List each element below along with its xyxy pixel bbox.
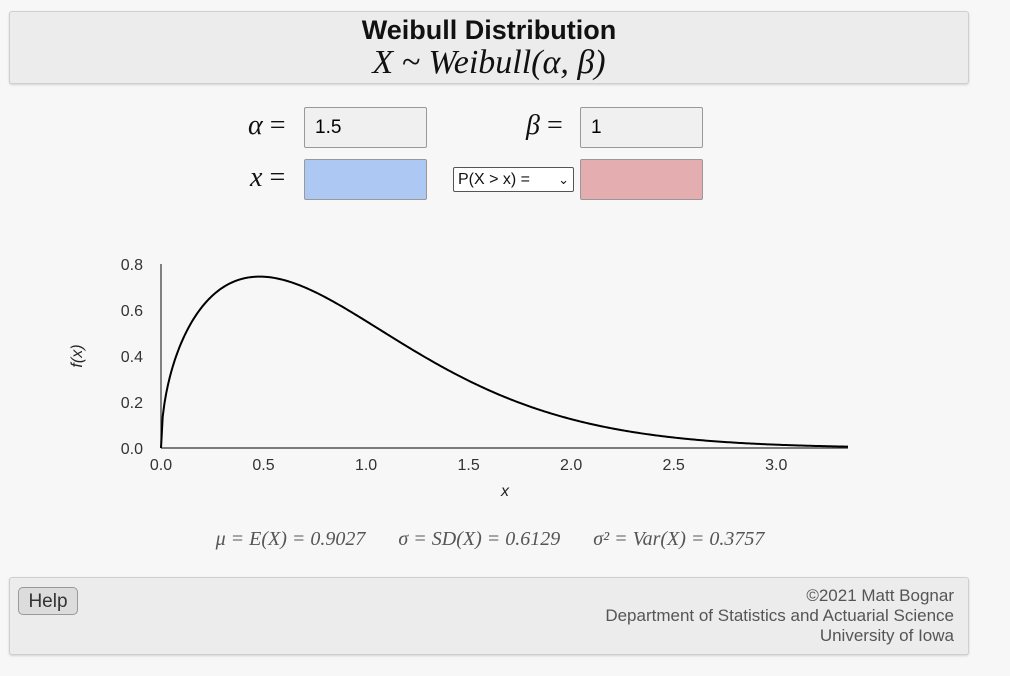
beta-input[interactable] xyxy=(580,107,703,148)
y-tick-label: 0.4 xyxy=(121,349,143,366)
x-equals: = xyxy=(269,162,286,193)
y-tick-label: 0.0 xyxy=(121,441,143,458)
footer-panel: Help ©2021 Matt Bognar Department of Sta… xyxy=(9,577,969,655)
x-tick-label: 2.0 xyxy=(560,457,582,474)
x-tick-label: 1.0 xyxy=(355,457,377,474)
university-text: University of Iowa xyxy=(819,626,954,645)
density-curve xyxy=(160,275,849,449)
header-panel: Weibull Distribution X ~ Weibull(α, β) xyxy=(9,11,969,84)
x-tick-label: 1.5 xyxy=(457,457,479,474)
y-tick-label: 0.8 xyxy=(121,257,143,274)
copyright-text: ©2021 Matt Bognar xyxy=(806,586,954,605)
chevron-down-icon: ⌄ xyxy=(558,172,569,187)
chart-ticks: 0.0 0.5 1.0 1.5 2.0 2.5 3.0 0.0 0.2 0.4 0.6 0.8 xyxy=(121,257,788,474)
credits: ©2021 Matt Bognar Department of Statisti… xyxy=(605,586,954,646)
variance-stat: σ² = Var(X) = 0.3757 xyxy=(593,528,765,550)
alpha-input[interactable] xyxy=(304,107,427,148)
x-tick-label: 3.0 xyxy=(765,457,787,474)
x-axis-title: x xyxy=(500,483,510,500)
chart-axes xyxy=(160,264,848,449)
beta-symbol: β xyxy=(526,110,540,141)
y-tick-label: 0.6 xyxy=(121,303,143,320)
alpha-label: α = xyxy=(248,110,286,142)
help-button[interactable]: Help xyxy=(18,587,78,615)
x-tick-label: 0.5 xyxy=(252,457,274,474)
probability-type-value: P(X > x) = xyxy=(458,171,531,188)
alpha-equals: = xyxy=(269,110,286,141)
x-label: x = xyxy=(250,162,285,194)
alpha-symbol: α xyxy=(248,110,263,141)
x-symbol: x xyxy=(250,162,263,193)
page-title: Weibull Distribution xyxy=(361,15,617,45)
summary-statistics: μ = E(X) = 0.9027 σ = SD(X) = 0.6129 σ² … xyxy=(0,528,980,551)
y-axis-title: f(x) xyxy=(69,344,86,367)
x-value-input[interactable] xyxy=(304,159,427,200)
probability-output[interactable] xyxy=(580,159,703,200)
x-tick-label: 0.0 xyxy=(150,457,172,474)
beta-equals: = xyxy=(546,110,563,141)
beta-label: β = xyxy=(526,110,563,142)
x-tick-label: 2.5 xyxy=(663,457,685,474)
mean-stat: μ = E(X) = 0.9027 xyxy=(215,528,366,550)
density-chart: 0.0 0.5 1.0 1.5 2.0 2.5 3.0 0.0 0.2 0.4 0.6 0.8 x f… xyxy=(69,257,849,500)
probability-type-select[interactable]: P(X > x) = ⌄ xyxy=(453,167,574,192)
sd-stat: σ = SD(X) = 0.6129 xyxy=(398,528,561,550)
department-text: Department of Statistics and Actuarial S… xyxy=(605,606,954,625)
distribution-notation: X ~ Weibull(α, β) xyxy=(372,44,606,81)
y-tick-label: 0.2 xyxy=(121,395,143,412)
